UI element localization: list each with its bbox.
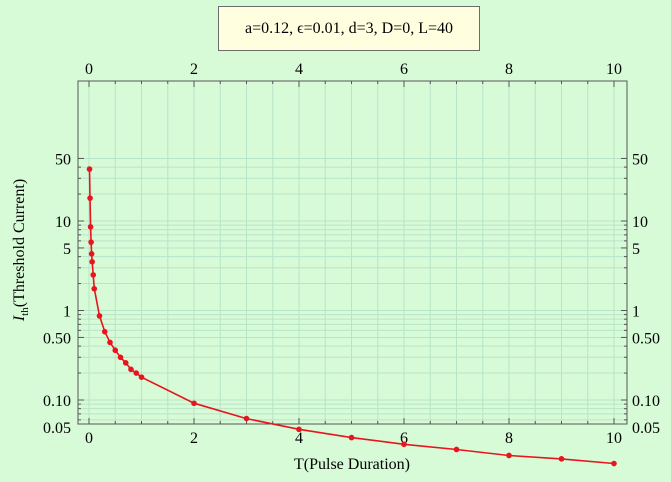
parameter-annotation: a=0.12, ϵ=0.01, d=3, D=0, L=40 bbox=[218, 6, 480, 51]
x-tick-label-top: 2 bbox=[190, 61, 198, 78]
grid-lines bbox=[78, 81, 627, 424]
y-tick-label-left: 0.50 bbox=[43, 330, 71, 347]
data-point bbox=[88, 251, 95, 257]
y-tick-label-right: 10 bbox=[632, 214, 648, 231]
data-point bbox=[128, 366, 134, 373]
data-points bbox=[86, 166, 617, 467]
y-tick-label-left: 10 bbox=[55, 214, 71, 231]
data-point bbox=[122, 360, 129, 366]
axis-ticks bbox=[78, 81, 627, 424]
x-tick-label-bottom: 2 bbox=[190, 430, 198, 447]
data-point bbox=[90, 272, 96, 278]
plot-frame bbox=[77, 80, 628, 425]
tick-labels: 0 0 2 2 4 4 6 6 8 8 10 10 0.05 0.05 0.10 0.10 0.50 0.50 1 1… bbox=[43, 61, 660, 447]
x-tick-label-bottom: 4 bbox=[295, 430, 303, 447]
y-tick-label-right: 0.05 bbox=[632, 420, 660, 437]
x-tick-label-top: 10 bbox=[606, 61, 622, 78]
y-tick-label-right: 5 bbox=[632, 241, 640, 258]
y-tick-label-right: 0.50 bbox=[632, 330, 660, 347]
data-point bbox=[243, 415, 250, 422]
parameter-annotation-text: a=0.12, ϵ=0.01, d=3, D=0, L=40 bbox=[244, 19, 454, 37]
data-point bbox=[133, 370, 140, 376]
data-point bbox=[87, 224, 94, 230]
data-point bbox=[87, 195, 93, 201]
y-tick-label-right: 50 bbox=[632, 151, 648, 168]
y-tick-label-left: 50 bbox=[55, 151, 71, 168]
x-tick-label-bottom: 6 bbox=[400, 430, 408, 447]
y-tick-label-left: 5 bbox=[63, 241, 71, 258]
data-point bbox=[101, 328, 108, 335]
x-tick-label-bottom: 0 bbox=[85, 430, 93, 447]
x-axis-label: T(Pulse Duration) bbox=[294, 456, 410, 473]
y-tick-label-left: 0.05 bbox=[43, 420, 71, 437]
data-point bbox=[401, 441, 407, 448]
data-point bbox=[453, 446, 460, 453]
data-point bbox=[88, 239, 94, 245]
data-point bbox=[506, 452, 512, 459]
x-tick-label-top: 4 bbox=[295, 61, 303, 78]
data-point bbox=[611, 460, 617, 467]
data-point bbox=[191, 400, 197, 407]
data-point bbox=[138, 374, 145, 380]
data-point bbox=[86, 166, 93, 172]
data-point bbox=[296, 426, 302, 433]
data-point bbox=[96, 313, 103, 319]
y-tick-label-left: 0.10 bbox=[43, 393, 71, 410]
data-point bbox=[107, 339, 113, 346]
x-tick-label-bottom: 8 bbox=[505, 430, 513, 447]
x-tick-label-top: 0 bbox=[85, 61, 93, 78]
data-point bbox=[348, 434, 355, 441]
y-tick-label-right: 1 bbox=[632, 304, 640, 321]
y-tick-label-right: 0.10 bbox=[632, 393, 660, 410]
data-point bbox=[91, 285, 98, 292]
y-tick-label-left: 1 bbox=[63, 304, 71, 321]
data-point bbox=[112, 347, 119, 354]
y-axis-label: Ith(Threshold Current) bbox=[11, 179, 31, 322]
data-point bbox=[89, 259, 95, 265]
data-point bbox=[558, 456, 565, 462]
data-point bbox=[117, 354, 124, 361]
x-tick-label-top: 6 bbox=[400, 61, 408, 78]
x-tick-label-bottom: 10 bbox=[606, 430, 622, 447]
x-tick-label-top: 8 bbox=[505, 61, 513, 78]
